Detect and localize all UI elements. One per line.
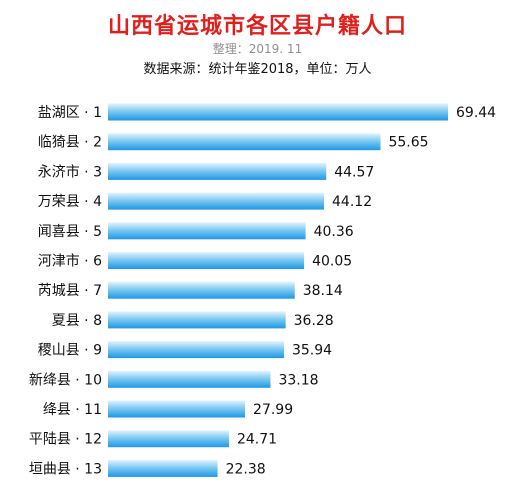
value-label: 69.44 — [456, 105, 496, 121]
category-label: 盐湖区 · 1 — [38, 105, 102, 121]
bar — [108, 430, 229, 448]
bar — [108, 222, 306, 240]
category-label: 闻喜县 · 5 — [38, 224, 102, 240]
category-label: 平陆县 · 12 — [29, 432, 102, 448]
bar — [108, 459, 218, 477]
value-label: 22.38 — [226, 461, 266, 477]
bar — [108, 252, 305, 269]
category-label: 垣曲县 · 13 — [29, 461, 102, 477]
value-label: 33.18 — [278, 372, 318, 388]
category-label: 绛县 · 11 — [43, 402, 102, 418]
category-label: 夏县 · 8 — [52, 313, 102, 329]
category-label: 稷山县 · 9 — [38, 343, 102, 359]
value-label: 35.94 — [292, 343, 332, 359]
category-label: 芮城县 · 7 — [38, 282, 102, 299]
bar — [108, 341, 284, 359]
bar — [108, 192, 325, 210]
chart-subtitle: 整理：2019. 11 — [212, 42, 303, 56]
chart-title: 山西省运城市各区县户籍人口 — [107, 14, 407, 39]
bar — [108, 370, 271, 388]
bar — [108, 133, 381, 151]
value-label: 24.71 — [237, 432, 277, 448]
value-label: 44.57 — [334, 164, 374, 180]
value-label: 36.28 — [294, 313, 334, 329]
chart-source-note: 数据来源：统计年鉴2018，单位：万人 — [143, 62, 372, 77]
bar — [108, 311, 286, 329]
category-label: 新绛县 · 10 — [29, 372, 102, 388]
value-label: 55.65 — [388, 135, 428, 151]
value-label: 40.05 — [312, 254, 352, 270]
value-label: 27.99 — [253, 402, 293, 418]
value-label: 40.36 — [314, 224, 354, 240]
category-label: 临猗县 · 2 — [38, 135, 102, 151]
category-label: 河津市 · 6 — [38, 253, 102, 270]
value-label: 38.14 — [303, 283, 343, 299]
bar — [108, 162, 327, 180]
category-label: 万荣县 · 4 — [38, 194, 102, 210]
category-label: 永济市 · 3 — [38, 163, 102, 180]
bar — [108, 281, 295, 299]
bar — [108, 400, 246, 418]
bar — [108, 103, 448, 121]
value-label: 44.12 — [332, 194, 372, 210]
